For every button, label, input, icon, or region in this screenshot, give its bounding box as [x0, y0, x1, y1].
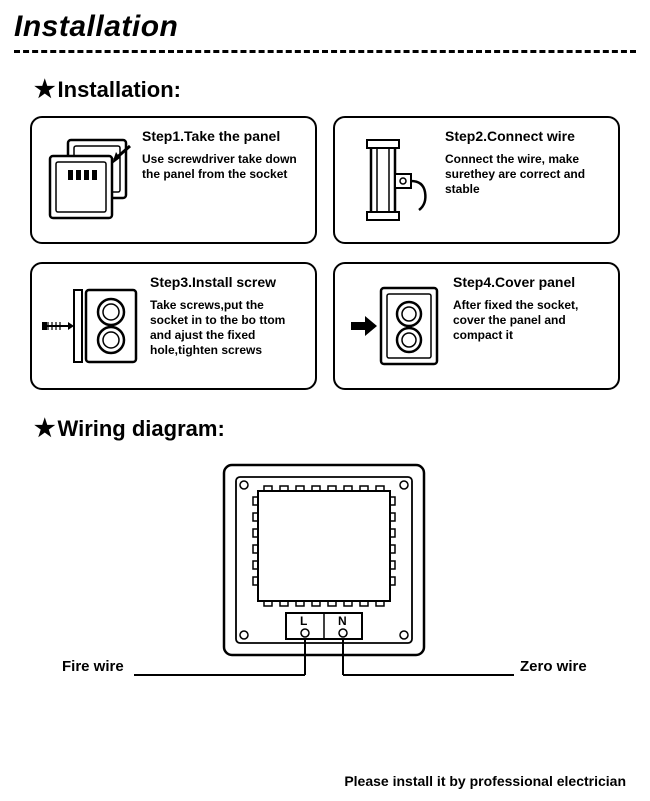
step-3-title: Step3.Install screw	[150, 274, 305, 290]
step-3-desc: Take screws,put the socket in to the bo …	[150, 298, 305, 358]
step-4-illustration	[345, 272, 445, 380]
step-3: Step3.Install screw Take screws,put the …	[30, 262, 317, 390]
installation-heading-text: Installation:	[58, 77, 181, 103]
wiring-diagram: L N Fire wire Zero wire	[14, 455, 636, 705]
star-icon: ★	[34, 414, 56, 443]
step-4-title: Step4.Cover panel	[453, 274, 608, 290]
wiring-heading: ★ Wiring diagram:	[34, 414, 636, 443]
footer-note: Please install it by professional electr…	[344, 773, 626, 789]
terminal-n-label: N	[338, 614, 347, 628]
title-divider	[14, 50, 636, 53]
step-4-desc: After fixed the socket, cover the panel …	[453, 298, 608, 343]
star-icon: ★	[34, 75, 56, 104]
step-1-title: Step1.Take the panel	[142, 128, 305, 144]
terminal-l-label: L	[300, 614, 307, 628]
wiring-heading-text: Wiring diagram:	[58, 416, 225, 442]
step-2-title: Step2.Connect wire	[445, 128, 608, 144]
step-2-desc: Connect the wire, make surethey are corr…	[445, 152, 608, 197]
step-1-illustration	[42, 126, 134, 234]
step-4: Step4.Cover panel After fixed the socket…	[333, 262, 620, 390]
step-2-illustration	[345, 126, 437, 234]
zero-wire-label: Zero wire	[520, 658, 587, 675]
step-3-illustration	[42, 272, 142, 380]
fire-wire-label: Fire wire	[62, 658, 124, 675]
page-title: Installation	[14, 10, 636, 44]
step-2: Step2.Connect wire Connect the wire, mak…	[333, 116, 620, 244]
steps-grid: Step1.Take the panel Use screwdriver tak…	[30, 116, 620, 390]
installation-heading: ★ Installation:	[34, 75, 636, 104]
step-1-desc: Use screwdriver take down the panel from…	[142, 152, 305, 182]
step-1: Step1.Take the panel Use screwdriver tak…	[30, 116, 317, 244]
